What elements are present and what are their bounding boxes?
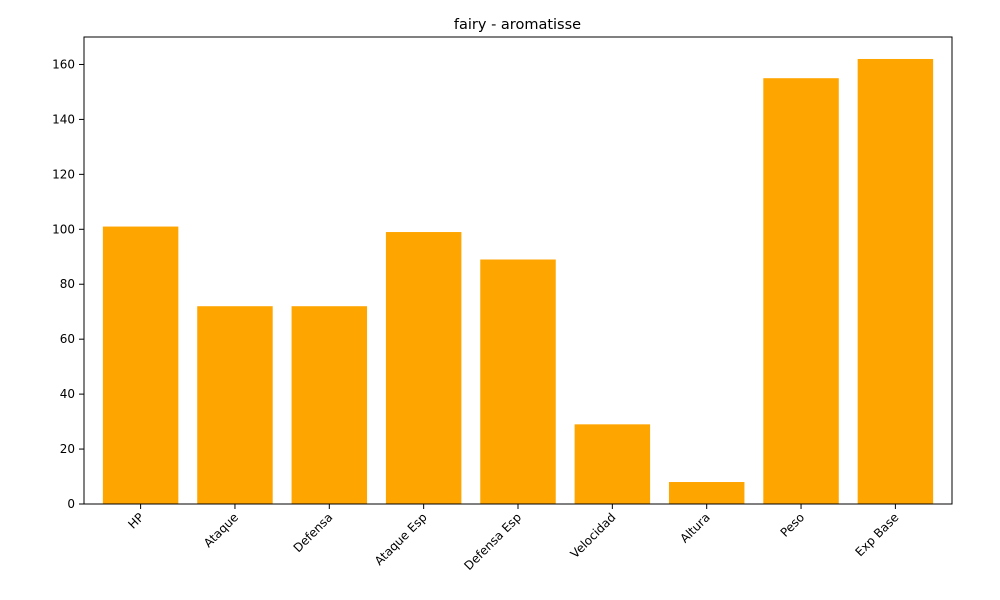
y-tick-label: 100 <box>52 222 75 236</box>
chart-title: fairy - aromatisse <box>454 17 581 33</box>
y-tick-label: 20 <box>60 442 75 456</box>
x-tick-label: Defensa Esp <box>461 510 524 573</box>
bar-peso <box>763 78 839 505</box>
bar-defensa-esp <box>480 259 556 504</box>
bar-velocidad <box>574 424 651 504</box>
x-tick-label: Velocidad <box>568 510 619 561</box>
y-tick-label: 60 <box>60 332 75 346</box>
plot-frame <box>83 36 953 505</box>
x-tick-label: Ataque Esp <box>372 510 430 568</box>
x-tick-label: Altura <box>677 510 712 545</box>
y-tick-label: 160 <box>52 57 75 71</box>
x-tick-label: Ataque <box>201 510 241 550</box>
y-tick-label: 0 <box>67 497 75 511</box>
x-axis: HP Ataque Defensa Ataque Esp Defensa Esp Velo… <box>125 504 902 573</box>
bar-defensa <box>291 306 368 504</box>
bar-hp <box>102 226 179 504</box>
bar-exp-base <box>857 58 934 504</box>
bar-ataque <box>197 306 273 504</box>
bars-group <box>102 58 934 505</box>
bar-ataque-esp <box>385 232 462 504</box>
x-tick-label: HP <box>125 510 146 531</box>
y-tick-label: 120 <box>52 167 75 181</box>
y-tick-label: 140 <box>52 112 75 126</box>
x-tick-label: Exp Base <box>852 510 901 559</box>
x-tick-label: Defensa <box>291 510 336 555</box>
y-tick-label: 80 <box>60 277 75 291</box>
y-axis: 0 20 40 60 80 100 120 140 160 <box>52 57 84 511</box>
x-tick-label: Peso <box>778 510 808 540</box>
bar-altura <box>668 482 745 504</box>
y-tick-label: 40 <box>60 387 75 401</box>
